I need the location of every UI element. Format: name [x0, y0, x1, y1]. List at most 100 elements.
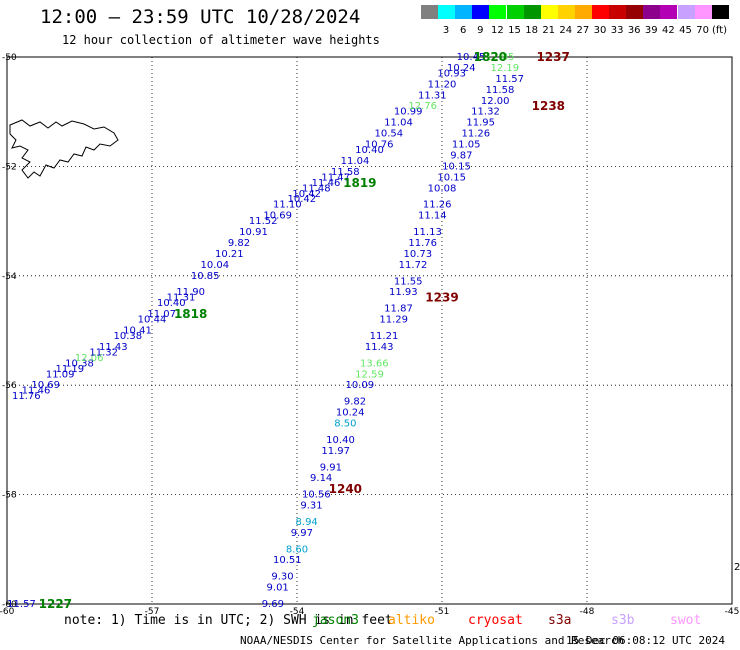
swh-value: 11.26	[423, 200, 452, 211]
satellite-s3b: s3b	[611, 613, 635, 628]
lat-tick-label: -50	[2, 53, 17, 63]
legend-swatch	[609, 5, 627, 19]
pass-time-label: 1819	[343, 176, 376, 190]
swh-value: 11.31	[418, 90, 447, 101]
legend-label: 6	[460, 25, 467, 36]
swh-value: 10.40	[157, 298, 186, 309]
swh-value: 11.55	[394, 276, 423, 287]
swh-value: 10.69	[263, 211, 292, 222]
swh-value: 11.07	[147, 309, 176, 320]
lat-tick-label: -54	[2, 272, 17, 282]
generated-timestamp: 15 Dec 06:08:12 UTC 2024	[566, 634, 725, 647]
swh-value: 9.91	[320, 462, 342, 473]
swh-value: 8.50	[334, 418, 356, 429]
pass-time-label: 1237	[536, 50, 569, 64]
legend-label: 27	[576, 25, 590, 36]
swh-value: 11.14	[418, 211, 447, 222]
legend-label: 33	[610, 25, 624, 36]
swh-value: 11.57	[495, 74, 524, 85]
swh-value: 10.91	[239, 227, 268, 238]
legend-swatch	[489, 5, 507, 19]
swh-value: 11.04	[384, 118, 413, 129]
legend-swatch	[574, 5, 592, 19]
swh-value: 11.47	[321, 172, 350, 183]
legend-label: 24	[559, 25, 573, 36]
swh-value: 11.09	[46, 369, 75, 380]
swh-value: 10.73	[404, 249, 433, 260]
legend-unit: (ft)	[712, 25, 728, 36]
swh-value: 9.31	[300, 501, 322, 512]
falkland-islands-coastline	[9, 119, 119, 179]
pass-time-label: 1238	[532, 99, 565, 113]
legend-label: 42	[662, 25, 675, 36]
lon-tick-label: -57	[145, 607, 160, 617]
legend-swatch	[592, 5, 609, 19]
right-edge-label: 2	[734, 562, 740, 573]
swh-value: 11.20	[428, 79, 457, 90]
pass-time-label: 1820	[474, 50, 507, 64]
lat-tick-label: -52	[2, 162, 17, 172]
swh-value: 11.72	[399, 260, 428, 271]
swh-value: 9.30	[271, 572, 293, 583]
swh-value: 10.99	[394, 107, 423, 118]
swh-value: 11.95	[466, 118, 495, 129]
swh-value: 12.59	[355, 369, 384, 380]
swh-value: 11.76	[408, 238, 437, 249]
swh-value: 10.24	[336, 408, 365, 419]
legend-swatch	[711, 5, 729, 19]
lon-tick-label: -51	[435, 607, 450, 617]
legend-swatch	[660, 5, 678, 19]
page-subtitle: 12 hour collection of altimeter wave hei…	[62, 33, 380, 47]
swh-value: 8.60	[286, 544, 308, 555]
legend-swatch	[472, 5, 490, 19]
swh-value: 9.97	[291, 528, 313, 539]
legend-label: 39	[644, 25, 658, 36]
swh-value: 10.54	[375, 129, 404, 140]
swh-value: 10.15	[442, 161, 471, 172]
page-title: 12:00 – 23:59 UTC 10/28/2024	[40, 6, 361, 28]
swh-value: 9.01	[267, 583, 289, 594]
swh-value: 11.48	[302, 183, 331, 194]
legend-swatch	[643, 5, 661, 19]
legend-label: 36	[627, 25, 641, 36]
swh-value: 11.10	[273, 200, 302, 211]
swh-value: 11.31	[167, 293, 196, 304]
legend-label: 18	[525, 25, 538, 36]
swh-value: 11.43	[365, 342, 394, 353]
swh-value: 11.87	[384, 304, 413, 315]
swh-value: 10.15	[437, 172, 466, 183]
swh-value: 10.76	[365, 140, 394, 151]
legend-swatch	[523, 5, 541, 19]
swh-value: 10.41	[123, 326, 152, 337]
swh-value: 11.90	[176, 287, 205, 298]
swh-value: 10.85	[191, 271, 220, 282]
legend-label: 15	[508, 25, 521, 36]
legend-swatch	[626, 5, 644, 19]
swh-value: 11.93	[389, 287, 418, 298]
swh-value: 11.04	[341, 156, 370, 167]
swh-value: 11.46	[22, 386, 51, 397]
legend-label: 9	[477, 25, 484, 36]
swh-value: 10.24	[447, 63, 476, 74]
lat-tick-label: -60	[2, 600, 17, 610]
lat-tick-label: -56	[2, 381, 17, 391]
swh-value: 11.13	[413, 227, 442, 238]
satellite-cryosat: cryosat	[468, 613, 523, 628]
swh-value: 10.38	[65, 358, 94, 369]
swh-value: 11.46	[312, 178, 341, 189]
swh-value: 11.57	[7, 599, 36, 610]
swh-value: 11.76	[12, 391, 41, 402]
swh-value: 10.08	[428, 183, 457, 194]
swh-value: 10.40	[326, 435, 355, 446]
swh-value: 11.32	[471, 107, 500, 118]
swh-value: 11.05	[452, 140, 481, 151]
swh-value: 9.69	[262, 599, 284, 610]
lon-tick-label: -48	[580, 607, 595, 617]
legend-swatch	[421, 5, 438, 19]
swh-value: 10.04	[201, 260, 230, 271]
swh-value: 10.42	[288, 194, 317, 205]
swh-value: 11.19	[56, 364, 85, 375]
footnote: note: 1) Time is in UTC; 2) SWH is in fe…	[64, 613, 393, 628]
swh-value: 10.09	[346, 380, 375, 391]
